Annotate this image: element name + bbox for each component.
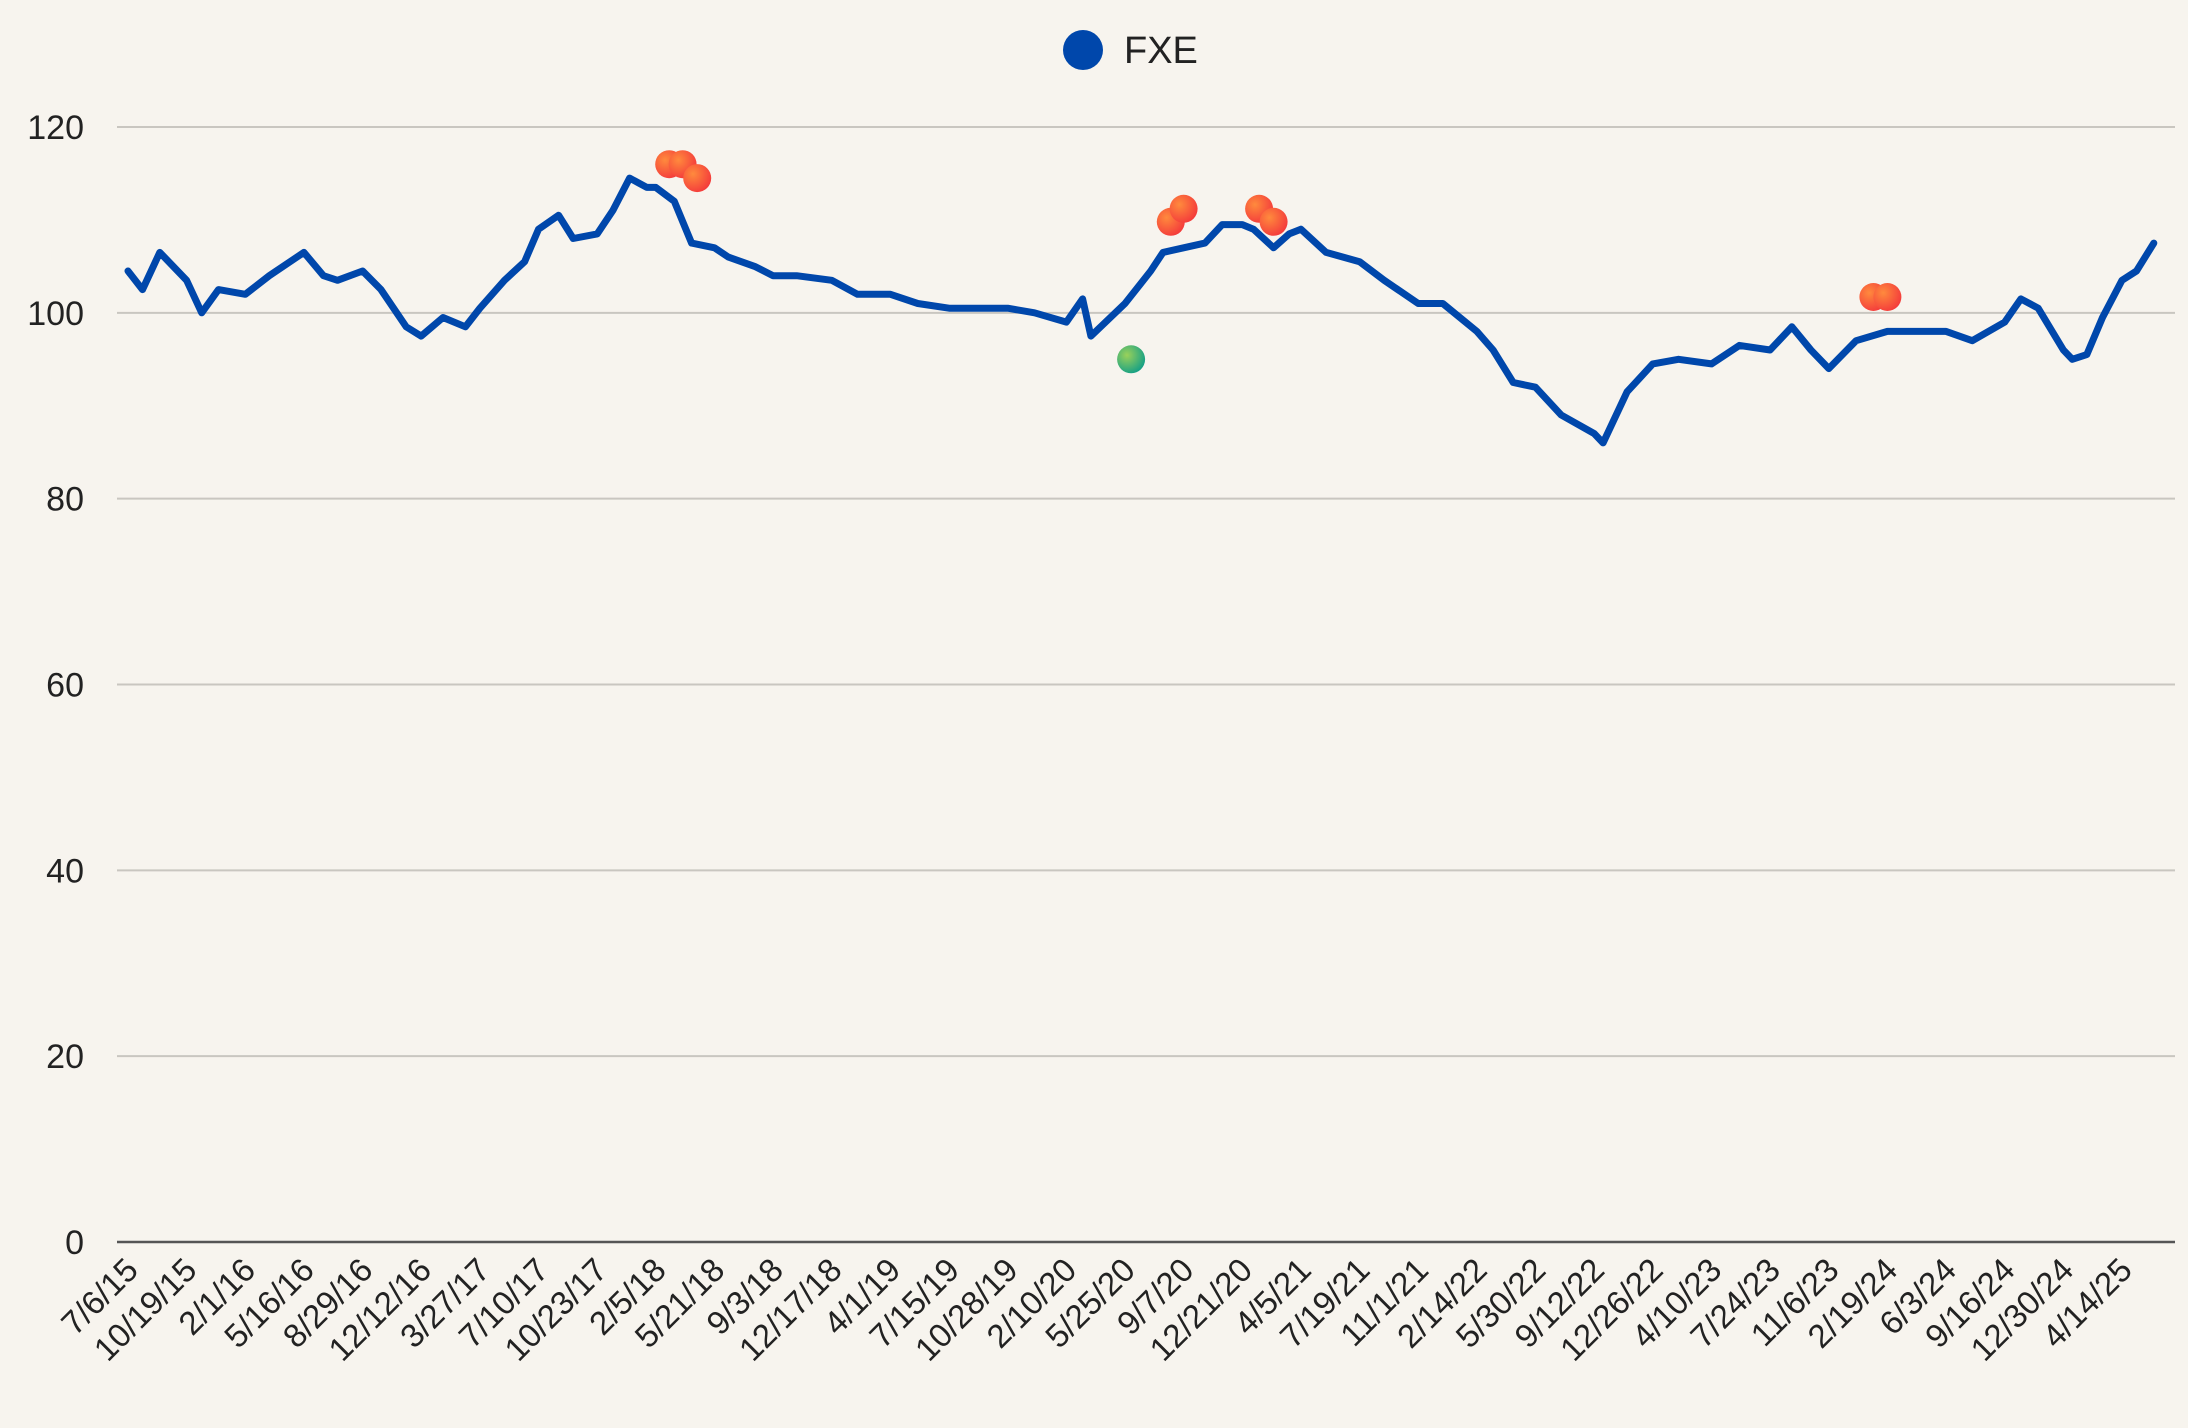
- high-point-marker: [1259, 207, 1288, 236]
- y-tick-label: 60: [46, 667, 84, 705]
- low-point-marker: [1117, 345, 1146, 374]
- y-tick-label: 80: [46, 481, 84, 519]
- x-axis: 7/6/1510/19/152/1/165/16/168/29/1612/12/…: [54, 1251, 2139, 1368]
- legend-label-fxe: FXE: [1124, 30, 1198, 72]
- series-layer: [124, 174, 2158, 447]
- y-tick-label: 20: [46, 1038, 84, 1076]
- highlight-markers: [655, 150, 1902, 374]
- y-axis: 0 20 40 60 80 100 120: [27, 109, 84, 1262]
- gridlines: [117, 126, 2175, 1244]
- chart-legend: FXE: [1063, 30, 1198, 72]
- series-line-fxe: [124, 174, 2158, 447]
- high-point-marker: [683, 164, 712, 193]
- high-point-marker: [1873, 283, 1902, 311]
- high-point-marker: [1169, 194, 1198, 223]
- y-tick-label: 100: [27, 295, 84, 333]
- y-tick-label: 40: [46, 852, 84, 890]
- y-tick-label: 120: [27, 109, 84, 147]
- y-tick-label: 0: [65, 1224, 84, 1262]
- legend-swatch-fxe: [1063, 30, 1103, 70]
